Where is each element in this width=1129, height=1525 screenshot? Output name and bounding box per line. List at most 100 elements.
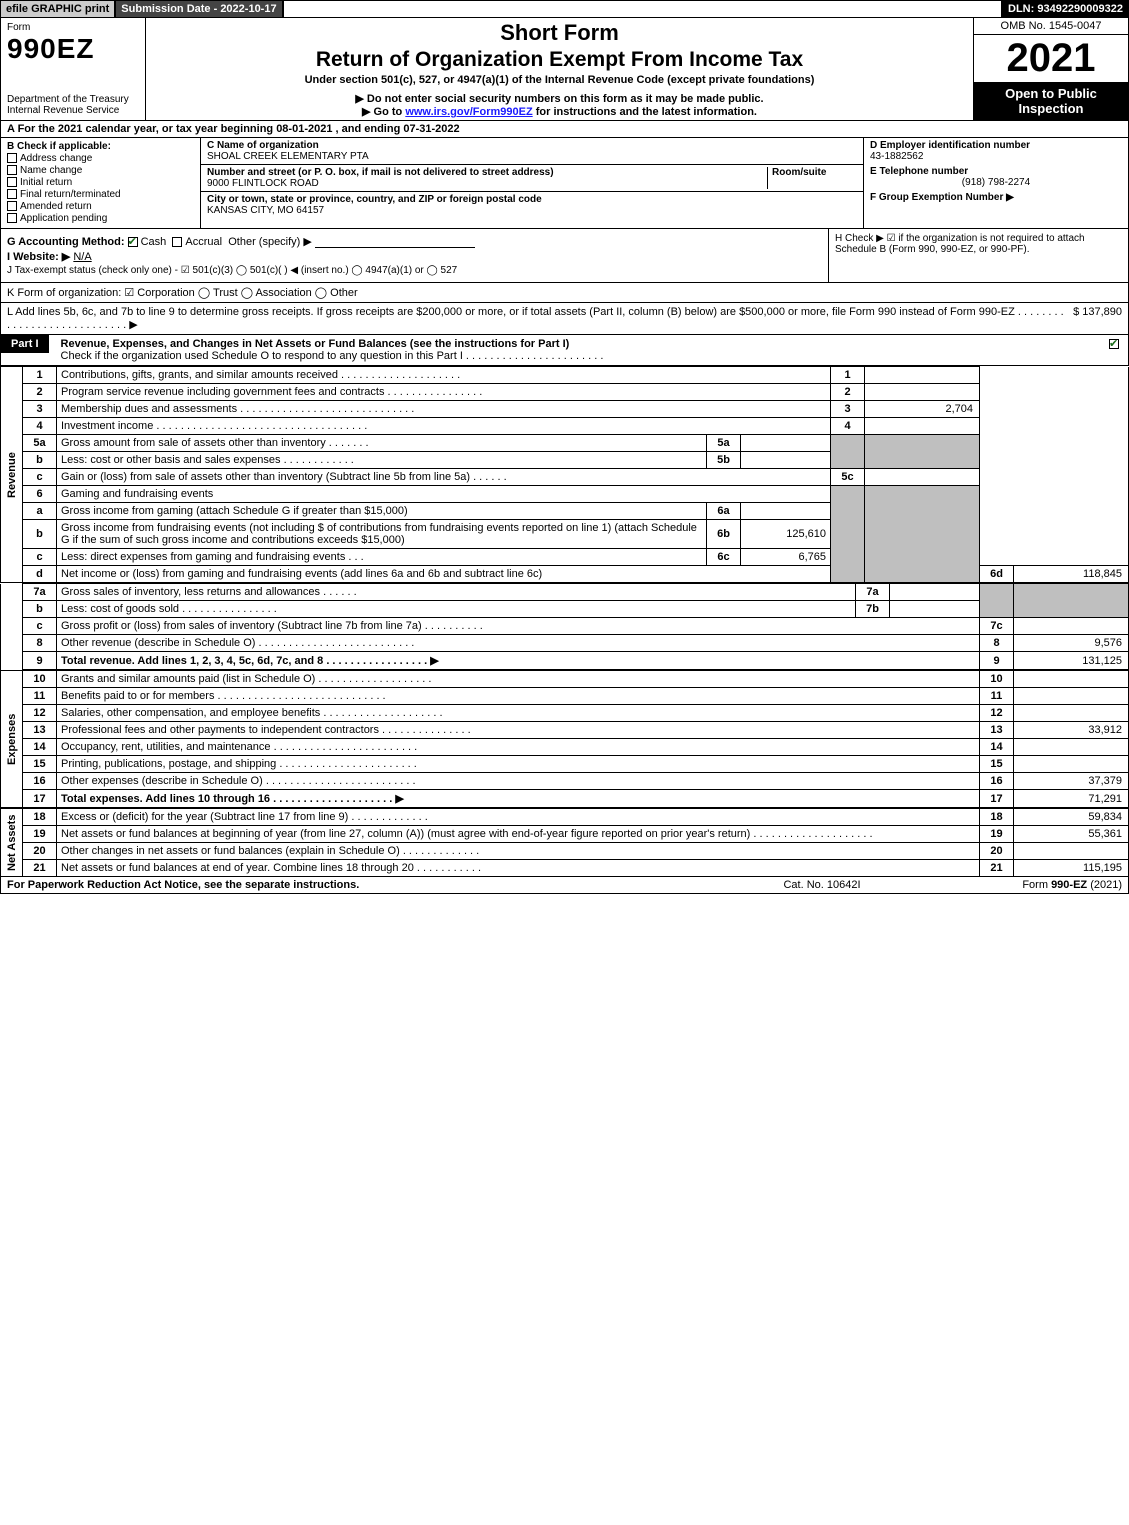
submission-date: Submission Date - 2022-10-17 [116,1,281,17]
chk-application-pending-label: Application pending [20,213,107,224]
chk-initial-return-label: Initial return [20,177,72,188]
part-1-checkbox[interactable] [1103,335,1128,353]
r7c-c: 7c [980,618,1014,635]
r2-c: 2 [831,384,865,401]
page-footer: For Paperwork Reduction Act Notice, see … [0,877,1129,894]
row-g-h: G Accounting Method: Cash Accrual Other … [0,229,1129,283]
r3-t: Membership dues and assessments . . . . … [57,401,831,418]
form-header: Form 990EZ Department of the Treasury In… [0,18,1129,121]
part-1-tag: Part I [1,335,49,353]
goto-pre: ▶ Go to [362,106,405,118]
street-label: Number and street (or P. O. box, if mail… [207,167,554,178]
revenue-table-2: 7a Gross sales of inventory, less return… [0,583,1129,670]
dln: DLN: 93492290009322 [1003,1,1128,17]
goto-line: ▶ Go to www.irs.gov/Form990EZ for instru… [152,105,967,118]
chk-final-return[interactable]: Final return/terminated [7,189,194,200]
r21-c: 21 [980,860,1014,877]
r17-c: 17 [980,790,1014,808]
part-1-header: Part I Revenue, Expenses, and Changes in… [0,335,1129,366]
footer-left: For Paperwork Reduction Act Notice, see … [7,879,722,891]
r19-v: 55,361 [1014,826,1129,843]
i-label: I Website: ▶ [7,251,70,263]
r6c-t: Less: direct expenses from gaming and fu… [57,549,707,566]
chk-initial-return[interactable]: Initial return [7,177,194,188]
city: KANSAS CITY, MO 64157 [207,205,324,216]
r2-t: Program service revenue including govern… [57,384,831,401]
r1-c: 1 [831,367,865,384]
open-to-public: Open to Public Inspection [974,82,1128,120]
footer-center: Cat. No. 10642I [722,879,922,891]
expenses-table: Expenses 10 Grants and similar amounts p… [0,670,1129,808]
chk-cash[interactable] [128,237,138,247]
r5c-n: c [23,469,57,486]
header-center: Short Form Return of Organization Exempt… [146,18,973,120]
department: Department of the Treasury Internal Reve… [7,94,139,116]
efile-print[interactable]: efile GRAPHIC print [1,1,114,17]
part-1-sub: Check if the organization used Schedule … [61,350,604,362]
form-title: Return of Organization Exempt From Incom… [152,48,967,72]
r10-t: Grants and similar amounts paid (list in… [57,671,980,688]
chk-name-change-label: Name change [20,165,82,176]
r19-c: 19 [980,826,1014,843]
r4-n: 4 [23,418,57,435]
netassets-table: Net Assets 18 Excess or (deficit) for th… [0,808,1129,877]
r16-n: 16 [23,773,57,790]
r5a-sc: 5a [707,435,741,452]
r15-c: 15 [980,756,1014,773]
revenue-sidelabel: Revenue [1,367,23,583]
top-bar: efile GRAPHIC print Submission Date - 20… [0,0,1129,18]
r13-v: 33,912 [1014,722,1129,739]
r7c-v [1014,618,1129,635]
r12-c: 12 [980,705,1014,722]
r1-n: 1 [23,367,57,384]
r7a-n: 7a [23,584,57,601]
r7ab-shade-c [980,584,1014,618]
r8-t: Other revenue (describe in Schedule O) .… [57,635,980,652]
r3-n: 3 [23,401,57,418]
r6a-t: Gross income from gaming (attach Schedul… [57,503,707,520]
r21-t: Net assets or fund balances at end of ye… [57,860,980,877]
chk-name-change[interactable]: Name change [7,165,194,176]
chk-application-pending[interactable]: Application pending [7,213,194,224]
r14-c: 14 [980,739,1014,756]
r6-shade-c [831,486,865,583]
r6c-sc: 6c [707,549,741,566]
r6d-n: d [23,566,57,583]
r9-t: Total revenue. Add lines 1, 2, 3, 4, 5c,… [57,652,980,670]
r5c-c: 5c [831,469,865,486]
g-cash: Cash [141,236,167,248]
city-cell: City or town, state or province, country… [201,192,863,218]
group-exemption-label: F Group Exemption Number ▶ [870,192,1014,203]
r11-t: Benefits paid to or for members . . . . … [57,688,980,705]
r5ab-shade-v [865,435,980,469]
irs-link[interactable]: www.irs.gov/Form990EZ [405,106,532,118]
g-other: Other (specify) ▶ [228,236,312,248]
r12-n: 12 [23,705,57,722]
r11-c: 11 [980,688,1014,705]
city-label: City or town, state or province, country… [207,194,542,205]
org-name: SHOAL CREEK ELEMENTARY PTA [207,151,369,162]
r2-n: 2 [23,384,57,401]
r16-t: Other expenses (describe in Schedule O) … [57,773,980,790]
r20-c: 20 [980,843,1014,860]
part-1-title-block: Revenue, Expenses, and Changes in Net As… [57,335,1103,365]
r9-n: 9 [23,652,57,670]
g-other-input[interactable] [315,236,475,248]
chk-accrual[interactable] [172,237,182,247]
r10-c: 10 [980,671,1014,688]
r1-t: Contributions, gifts, grants, and simila… [57,367,831,384]
under-section: Under section 501(c), 527, or 4947(a)(1)… [152,74,967,86]
block-b-to-f: B Check if applicable: Address change Na… [0,138,1129,229]
chk-address-change[interactable]: Address change [7,153,194,164]
r6b-n: b [23,520,57,549]
chk-amended-return-label: Amended return [20,201,92,212]
r4-t: Investment income . . . . . . . . . . . … [57,418,831,435]
tel-label: E Telephone number [870,166,968,177]
r5b-sv [741,452,831,469]
line-l: L Add lines 5b, 6c, and 7b to line 9 to … [0,303,1129,335]
r18-n: 18 [23,809,57,826]
r4-c: 4 [831,418,865,435]
r6a-sc: 6a [707,503,741,520]
line-l-amount: $ 137,890 [1065,306,1122,331]
chk-amended-return[interactable]: Amended return [7,201,194,212]
